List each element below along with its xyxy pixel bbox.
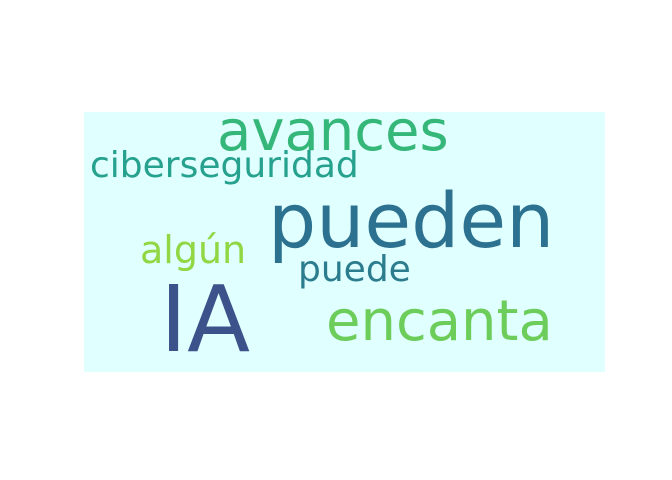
word-encanta: encanta bbox=[326, 289, 553, 354]
word-cloud-background bbox=[84, 112, 605, 372]
word-avances: avances bbox=[217, 99, 449, 164]
word-algun: algún bbox=[140, 228, 247, 272]
word-ciberseguridad: ciberseguridad bbox=[90, 145, 359, 186]
word-puede: puede bbox=[298, 249, 411, 290]
word-pueden: pueden bbox=[268, 176, 555, 265]
word-ia: IA bbox=[160, 266, 251, 373]
